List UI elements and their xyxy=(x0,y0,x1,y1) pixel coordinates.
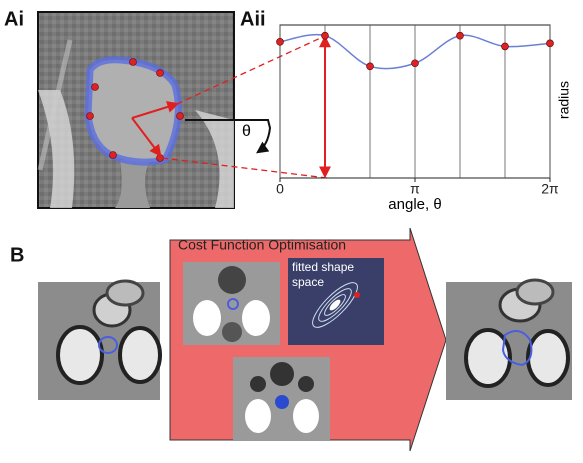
x-tick-label: π xyxy=(410,181,420,197)
panel-label: Aii xyxy=(240,8,266,30)
x-tick-label: 0 xyxy=(276,181,284,197)
shape-space: fitted shape space xyxy=(288,258,384,345)
panel-label: B xyxy=(10,244,24,266)
x-tick-label: 2π xyxy=(541,181,559,197)
sample-point xyxy=(322,32,329,39)
figure: Ai θ Aii 0 π 2π angle, θ radius B Cost Fun… xyxy=(0,0,583,463)
theta-label: θ xyxy=(242,123,251,140)
image-input xyxy=(38,281,160,400)
stage-title: Cost Function Optimisation xyxy=(178,237,346,253)
image-result-map xyxy=(233,357,330,440)
sample-point xyxy=(457,32,464,39)
shape-space-label: fitted shape xyxy=(292,260,354,274)
image-ai xyxy=(38,12,234,208)
radius-plot: 0 π 2π xyxy=(276,25,559,197)
y-axis-label: radius xyxy=(556,81,572,119)
x-axis-label: angle, θ xyxy=(388,196,441,213)
sample-point xyxy=(277,38,284,45)
panel-label: Ai xyxy=(4,8,24,30)
sample-point xyxy=(412,60,419,67)
shape-space-label: space xyxy=(292,275,324,289)
sample-point xyxy=(367,63,374,70)
sample-point xyxy=(502,43,509,50)
image-cost xyxy=(183,262,280,345)
image-output xyxy=(446,280,572,400)
sample-point xyxy=(547,40,554,47)
